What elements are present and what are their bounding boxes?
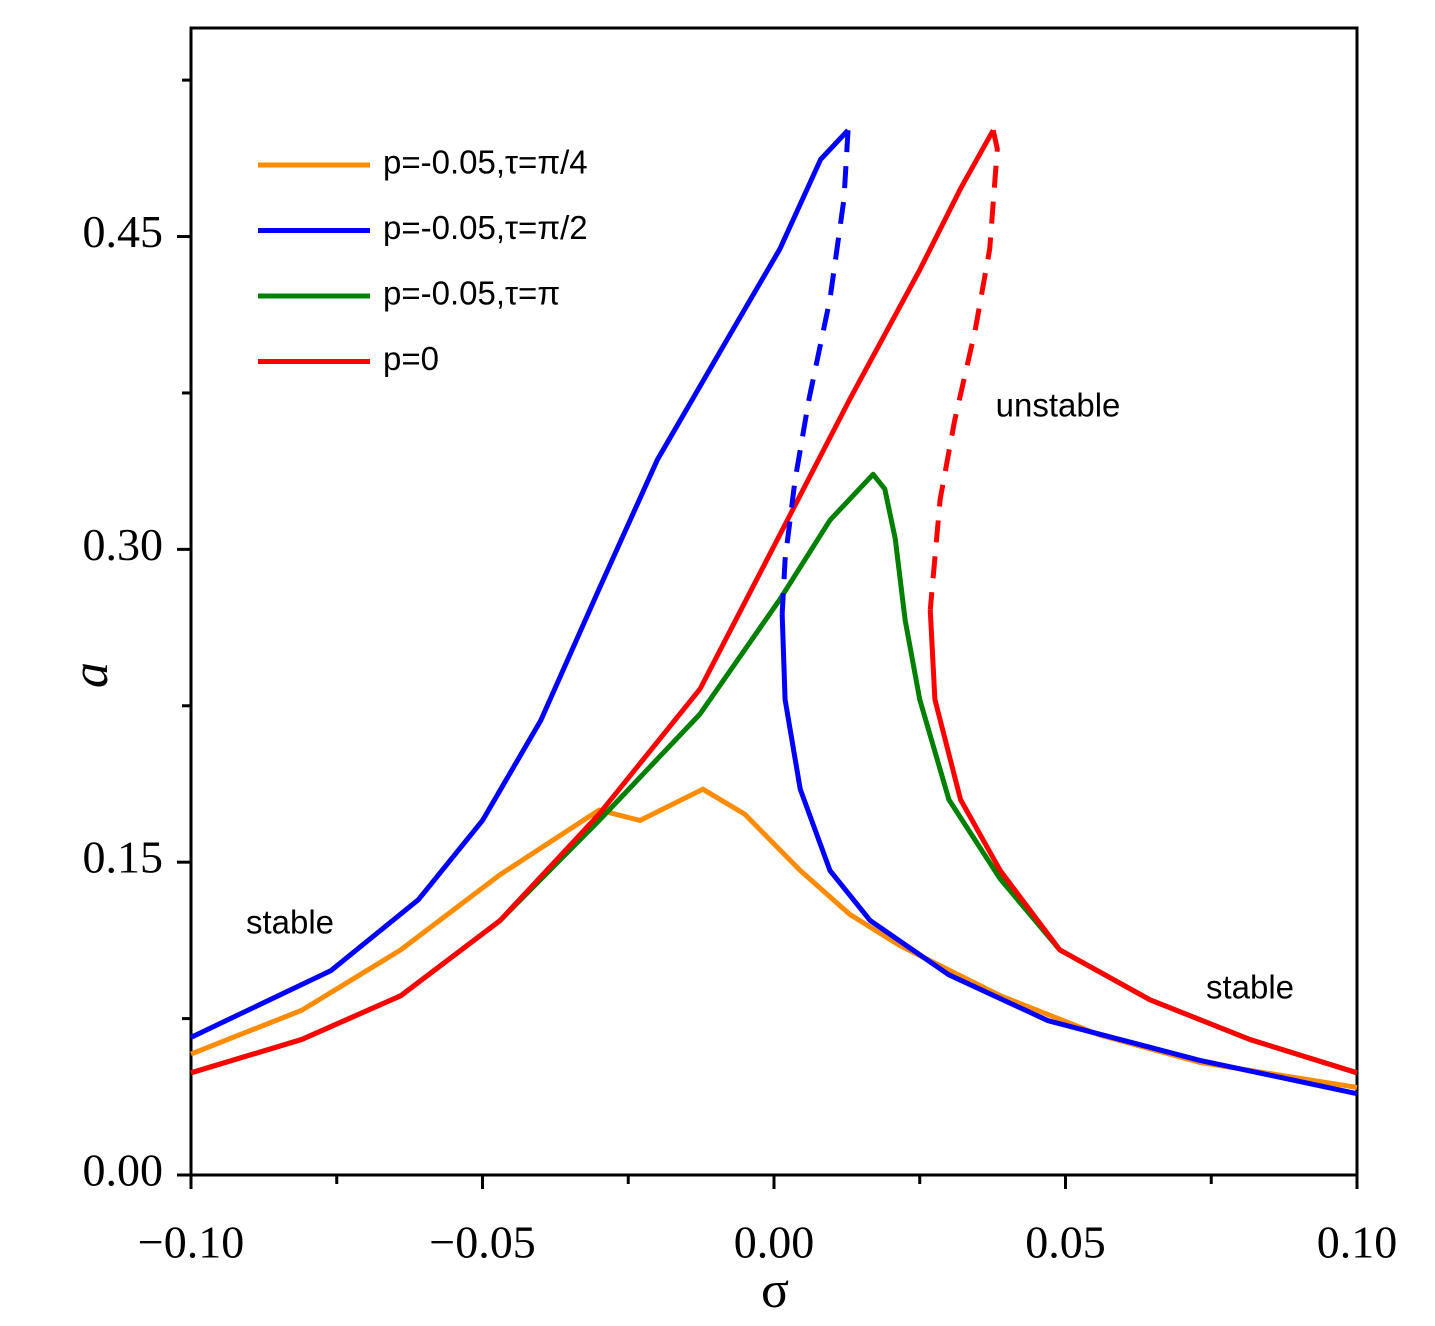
plot-frame xyxy=(189,26,1359,1177)
legend-label: p=0 xyxy=(383,340,439,377)
series-line xyxy=(927,609,1358,1076)
x-tick-label: −0.05 xyxy=(429,1217,535,1268)
annotation: stable xyxy=(1206,969,1294,1006)
y-tick-label: 0.00 xyxy=(83,1145,164,1196)
series-line xyxy=(779,613,1358,1097)
series-line xyxy=(190,128,996,1076)
x-tick-label: 0.00 xyxy=(734,1217,815,1268)
y-tick-label: 0.30 xyxy=(83,519,164,570)
y-axis-label: a xyxy=(62,662,119,688)
legend-label: p=-0.05,τ=π/2 xyxy=(383,209,588,246)
annotation: unstable xyxy=(996,387,1121,424)
legend-label: p=-0.05,τ=π/4 xyxy=(383,144,588,181)
x-tick-label: −0.10 xyxy=(138,1217,244,1268)
annotation: stable xyxy=(246,904,334,941)
y-tick-label: 0.15 xyxy=(83,832,164,883)
x-tick-label: 0.10 xyxy=(1317,1217,1398,1268)
series-line xyxy=(189,128,850,1040)
y-tick-label: 0.45 xyxy=(83,206,164,257)
series-line xyxy=(190,471,1358,1076)
series-line xyxy=(190,786,1358,1090)
series-line xyxy=(779,130,851,615)
legend-label: p=-0.05,τ=π xyxy=(383,275,560,312)
x-axis-label: σ xyxy=(761,1262,789,1319)
series-line xyxy=(927,129,1000,611)
x-tick-label: 0.05 xyxy=(1025,1217,1106,1268)
